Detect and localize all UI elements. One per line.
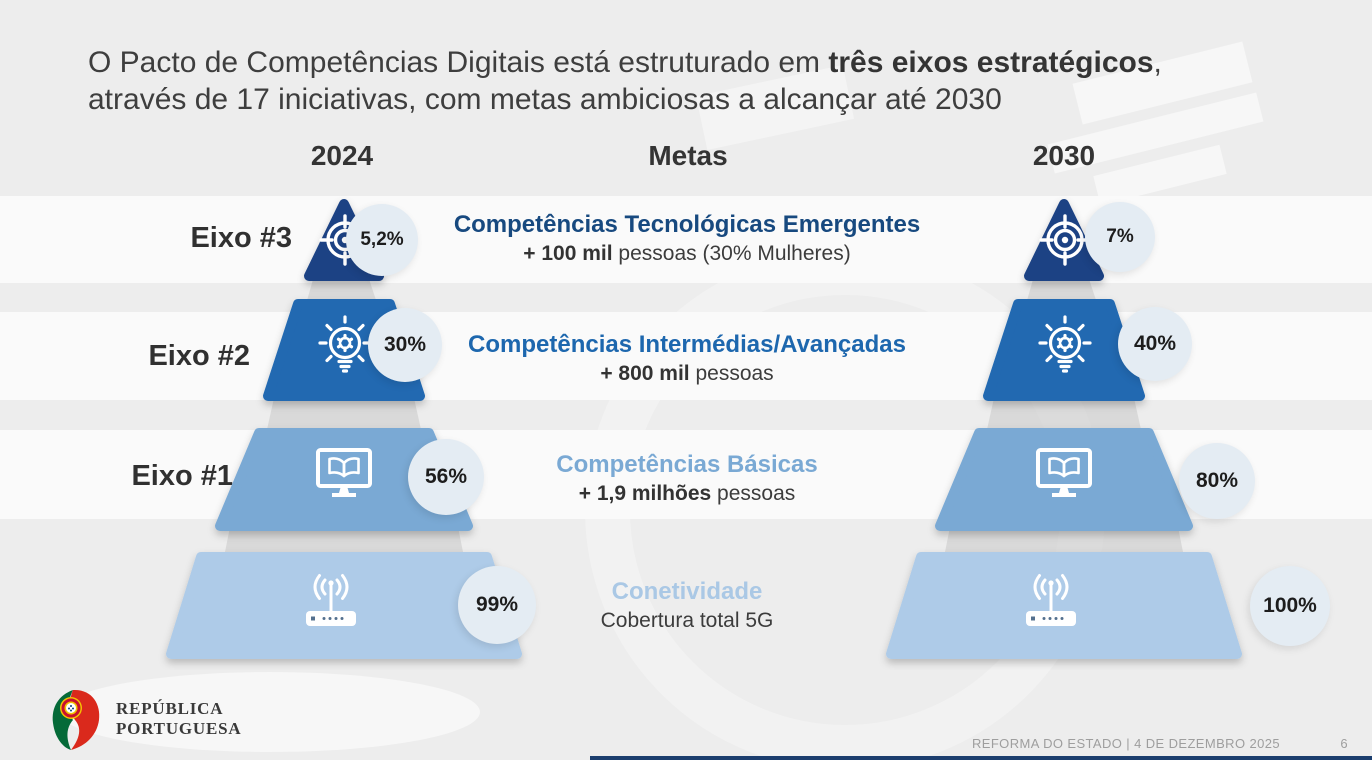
slide-title-comma: , [1153, 46, 1162, 79]
meta-subtitle-rest: pessoas (30% Mulheres) [612, 242, 851, 265]
meta-subtitle-rest: pessoas [711, 482, 796, 505]
slide-title-bold: três eixos estratégicos [828, 46, 1154, 79]
meta-title: Competências Intermédias/Avançadas [468, 331, 906, 358]
page-number: 6 [1340, 736, 1348, 751]
pyramid-2024-level-conetividade-shape [166, 552, 522, 659]
meta-subtitle: + 1,9 milhões pessoas [387, 479, 987, 508]
meta-row-basicas: Competências Básicas + 1,9 milhões pesso… [387, 450, 987, 508]
meta-row-emergentes: Competências Tecnológicas Emergentes + 1… [387, 210, 987, 268]
meta-row-conetividade: Conetividade Cobertura total 5G [387, 577, 987, 635]
badge-2030-basicas: 80% [1179, 443, 1255, 519]
axis-label-eixo3: Eixo #3 [190, 222, 292, 254]
slide-title-regular: O Pacto de Competências Digitais está es… [88, 46, 829, 79]
logo-line2: PORTUGUESA [116, 719, 242, 738]
pyramid-2030-level-conetividade-shape [886, 552, 1242, 659]
slide-title-line2: através de 17 iniciativas, com metas amb… [88, 83, 1002, 116]
footer-meta-text: REFORMA DO ESTADO | 4 DE DEZEMBRO 2025 [971, 736, 1280, 751]
axis-label-eixo2: Eixo #2 [148, 340, 250, 372]
meta-subtitle: + 100 mil pessoas (30% Mulheres) [387, 239, 987, 268]
republica-portuguesa-logo-icon [52, 689, 100, 750]
meta-title: Competências Tecnológicas Emergentes [453, 211, 921, 238]
pyramid-2030-level-intermedias-shape [983, 299, 1145, 401]
axis-label-eixo1: Eixo #1 [131, 460, 233, 492]
meta-subtitle-rest: pessoas [689, 362, 774, 385]
badge-2024-conetividade: 99% [458, 566, 536, 644]
column-header-2024: 2024 [310, 140, 374, 171]
column-header-2030: 2030 [1032, 140, 1096, 171]
republica-portuguesa-wordmark: REPÚBLICA PORTUGUESA [116, 699, 241, 739]
badge-2030-emergentes: 7% [1085, 202, 1155, 272]
pyramid-2030 [886, 199, 1242, 659]
meta-subtitle: + 800 mil pessoas [387, 359, 987, 388]
meta-title: Conetividade [611, 578, 763, 605]
badge-2024-emergentes: 5,2% [346, 204, 418, 276]
meta-title: Competências Básicas [556, 451, 818, 478]
slide-title: O Pacto de Competências Digitais está es… [88, 44, 1248, 118]
badge-2030-conetividade: 100% [1250, 566, 1330, 646]
logo-line1: REPÚBLICA [116, 699, 224, 718]
shadow-wedge [986, 398, 1142, 434]
meta-row-intermedias: Competências Intermédias/Avançadas + 800… [387, 330, 987, 388]
badge-2024-basicas: 56% [408, 439, 484, 515]
meta-subtitle-bold: + 1,9 milhões [578, 482, 712, 505]
shadow-wedge [266, 398, 422, 434]
meta-subtitle-rest: Cobertura total 5G [600, 609, 774, 632]
meta-subtitle-bold: + 100 mil [523, 242, 613, 265]
meta-subtitle-bold: + 800 mil [600, 362, 690, 385]
badge-2024-intermedias: 30% [368, 308, 442, 382]
bottom-accent-bar [590, 756, 1372, 760]
badge-2030-intermedias: 40% [1118, 307, 1192, 381]
meta-subtitle: Cobertura total 5G [387, 606, 987, 635]
column-header-metas: Metas [648, 140, 728, 171]
